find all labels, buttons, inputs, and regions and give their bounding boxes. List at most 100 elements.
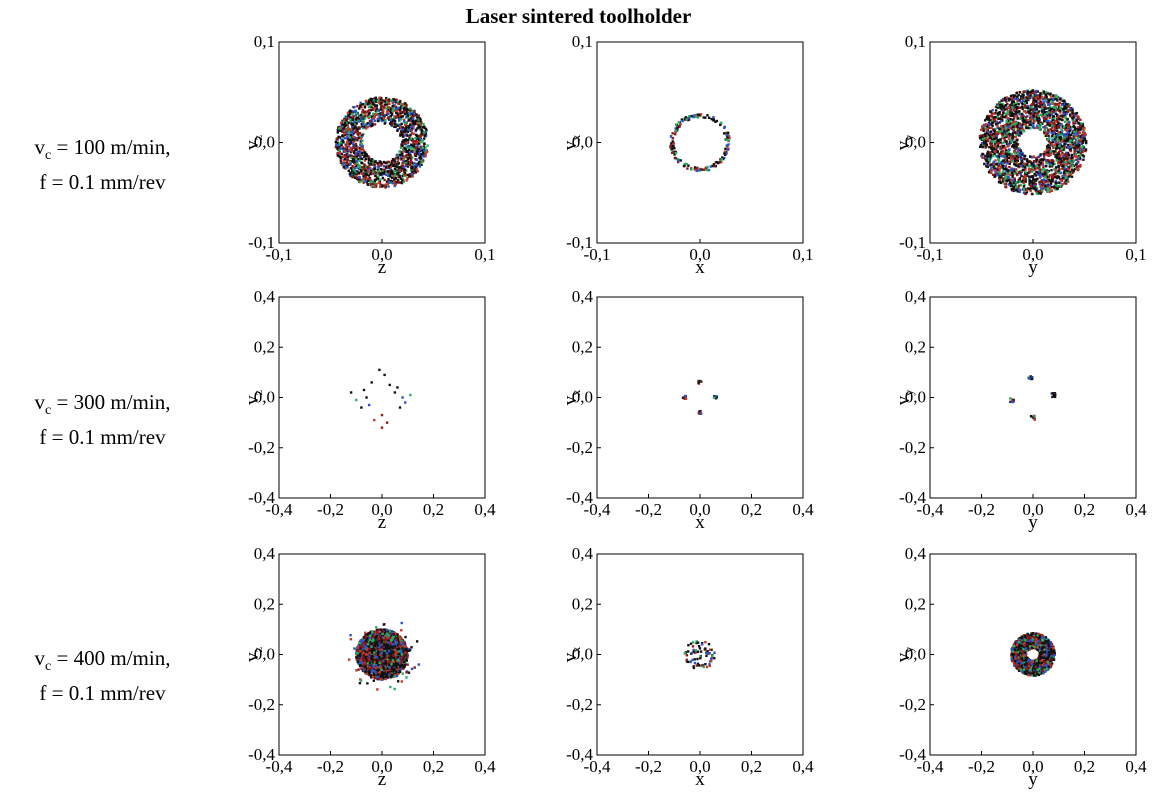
data-point [1049, 184, 1052, 187]
data-point [693, 166, 697, 169]
data-point [385, 96, 388, 100]
data-point [1014, 158, 1018, 162]
data-point [990, 141, 993, 145]
data-point [1020, 116, 1023, 119]
data-point [1049, 180, 1053, 184]
data-point [1036, 119, 1039, 122]
data-point [1050, 135, 1054, 138]
data-point [1031, 116, 1035, 119]
x-tick-label: 0,4 [474, 500, 496, 519]
data-point [1001, 171, 1004, 175]
data-point [1045, 188, 1048, 191]
data-point [405, 129, 408, 132]
data-point [1015, 111, 1018, 114]
data-point [1072, 119, 1075, 122]
data-point [1073, 149, 1076, 152]
data-point [1032, 155, 1036, 158]
data-point [986, 127, 989, 131]
data-point [405, 111, 408, 115]
data-point [348, 172, 352, 176]
x-tick-label: 0,0 [689, 245, 710, 264]
data-point [1045, 116, 1049, 119]
data-point [1013, 97, 1017, 101]
data-point [1027, 167, 1031, 171]
data-point [364, 174, 367, 178]
data-point [1056, 133, 1059, 137]
data-point [378, 368, 381, 372]
data-point [376, 168, 380, 172]
data-point [405, 126, 408, 130]
data-point [348, 110, 351, 114]
data-point [1038, 191, 1041, 195]
data-point [421, 132, 424, 135]
data-point [1012, 94, 1015, 97]
data-point [1004, 157, 1008, 160]
data-point [1015, 187, 1019, 190]
data-point [346, 158, 350, 162]
data-point [347, 138, 350, 141]
data-point [1013, 157, 1017, 160]
data-point [1043, 117, 1046, 121]
data-point [411, 145, 415, 148]
data-point [1064, 103, 1068, 106]
data-point [988, 151, 992, 154]
vc-symbol: v [34, 135, 46, 159]
data-point [395, 181, 399, 184]
data-point [1059, 163, 1063, 167]
data-point [1029, 377, 1032, 380]
data-point [996, 151, 999, 154]
data-point [352, 151, 356, 155]
data-point [387, 164, 391, 168]
data-point [1008, 97, 1011, 100]
data-point [986, 161, 990, 165]
data-point [1069, 149, 1072, 153]
data-point [350, 154, 354, 158]
data-point [1044, 164, 1048, 168]
data-point [378, 163, 381, 167]
data-point [1010, 111, 1013, 115]
data-point [1052, 115, 1056, 118]
data-point [384, 118, 387, 122]
data-point [1050, 120, 1053, 123]
data-point [401, 103, 405, 106]
data-point [1042, 152, 1045, 156]
data-point [1053, 131, 1056, 134]
data-point [1004, 185, 1008, 189]
data-point [1053, 116, 1056, 119]
data-point [994, 171, 997, 174]
data-point [371, 102, 375, 105]
data-point [394, 157, 398, 160]
data-point [1067, 125, 1070, 129]
data-point [398, 153, 402, 157]
data-point [1031, 182, 1034, 185]
data-point [1059, 145, 1062, 148]
data-point [407, 145, 410, 148]
data-point [1036, 124, 1039, 127]
data-point [403, 171, 407, 175]
data-point [1062, 164, 1065, 167]
data-point [395, 98, 398, 101]
data-point [1060, 114, 1063, 117]
data-point [352, 125, 356, 128]
data-point [690, 114, 693, 118]
data-point [991, 121, 995, 124]
data-point [415, 168, 418, 171]
data-point [398, 175, 402, 178]
data-point [1067, 153, 1070, 156]
data-point [1011, 175, 1014, 179]
data-point [1041, 106, 1044, 110]
data-point [345, 164, 349, 168]
data-point [392, 118, 395, 122]
data-point [1033, 159, 1036, 163]
data-point [1057, 106, 1061, 109]
data-point [367, 109, 371, 112]
data-point [374, 100, 378, 103]
data-point [381, 113, 385, 116]
data-point [1076, 134, 1079, 138]
data-point [390, 99, 393, 102]
data-point [362, 117, 366, 120]
data-point [1079, 145, 1082, 149]
data-point [409, 107, 412, 110]
data-point [1007, 183, 1010, 186]
